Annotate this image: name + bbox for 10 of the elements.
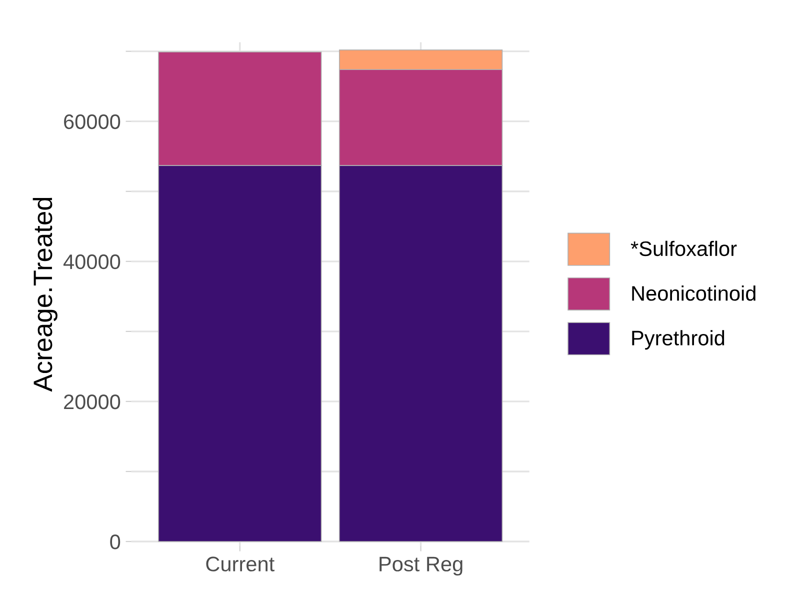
x-tick-label: Current <box>206 556 274 572</box>
legend-label: Pyrethroid <box>632 330 724 350</box>
y-tick-label: 60000 <box>64 114 120 130</box>
y-tick-label: 20000 <box>64 394 120 410</box>
x-tick-label: Post Reg <box>380 556 462 576</box>
y-tick-label: 0 <box>110 534 120 550</box>
legend-label: Neonicotinoid <box>632 285 756 301</box>
y-tick-label: 40000 <box>63 254 120 270</box>
y-axis-title: Acreage.Treated <box>32 198 58 392</box>
legend-label: *Sulfoxaflor <box>630 240 737 256</box>
